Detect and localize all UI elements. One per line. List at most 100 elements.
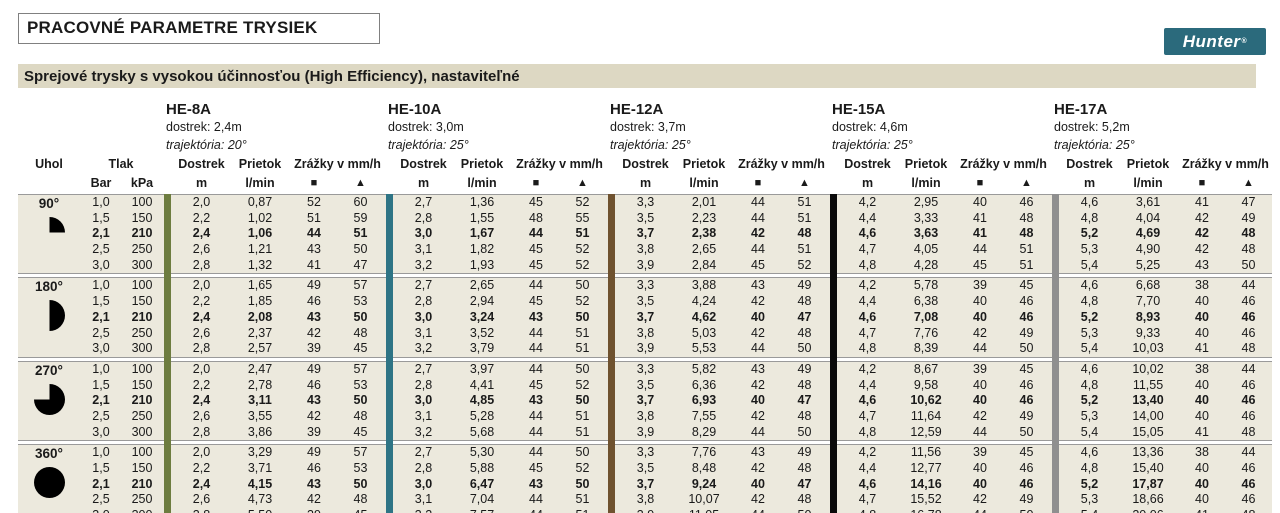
precip-triangle-value: 47	[797, 476, 812, 491]
precip-square-value: 48	[529, 210, 543, 225]
flow-value: 16,78	[895, 508, 957, 513]
range-value: 4,8	[1080, 294, 1099, 309]
precip-square-value: 42	[973, 325, 987, 340]
flow-value: 13,36	[1132, 445, 1164, 460]
range-value: 5,3	[1080, 242, 1099, 257]
flow-value: 1,06	[247, 226, 273, 241]
range-value: 2,0	[192, 361, 211, 376]
angle-section: 90° 1,0 100 2,0 0,87 52 60 2,7 1,36 45 52 3,3 2,01 44…	[18, 194, 1272, 275]
precip-triangle-value: 48	[797, 226, 812, 241]
flow-value: 11,05	[673, 508, 735, 513]
nozzle-separator-bar	[830, 194, 837, 513]
flow-value: 8,39	[913, 341, 939, 356]
nozzle-range: dostrek: 3,0m	[388, 120, 464, 134]
range-value: 2,8	[174, 508, 229, 513]
range-value: 2,0	[192, 445, 211, 460]
lmin-unit-label: l/min	[689, 176, 719, 190]
precip-triangle-value: 46	[1241, 476, 1256, 491]
range-value: 2,8	[414, 461, 433, 475]
precip-square-value: 49	[307, 445, 321, 460]
range-value: 4,6	[1080, 278, 1099, 293]
precip-triangle-value: 47	[797, 393, 812, 408]
precip-square-value: 40	[1195, 408, 1209, 423]
pressure-bar-value: 1,5	[92, 377, 110, 392]
hunter-logo: Hunter ®	[1164, 28, 1266, 55]
angle-section: 180° 1,0 100 2,0 1,65 49 57 2,7 2,65 44 50 3,3 3,88 4…	[18, 277, 1272, 358]
flow-value: 10,07	[688, 492, 720, 507]
flow-value: 3,88	[691, 278, 717, 293]
precip-square-value: 43	[307, 393, 321, 408]
range-value: 4,8	[858, 257, 877, 272]
precip-square-value: 45	[529, 242, 543, 257]
range-value: 4,6	[1080, 195, 1099, 209]
precip-square-value: 45	[529, 195, 543, 209]
angle-three-quarter-icon	[33, 383, 65, 415]
range-value: 3,2	[414, 257, 433, 272]
range-value: 2,2	[192, 461, 211, 475]
flow-value: 4,90	[1135, 242, 1161, 257]
flow-value: 1,55	[469, 210, 495, 225]
precip-square-value: 42	[751, 408, 765, 423]
square-icon: ■	[976, 177, 984, 189]
flow-value: 5,88	[469, 461, 495, 475]
precip-column-header: Zrážky v mm/h	[738, 157, 825, 171]
precip-triangle-value: 46	[1019, 461, 1034, 475]
precip-square-value: 40	[1195, 492, 1209, 507]
nozzle-separator-bar	[1052, 194, 1059, 513]
precip-triangle-value: 47	[797, 309, 812, 324]
range-value: 3,3	[636, 445, 655, 460]
flow-value: 4,15	[247, 476, 273, 491]
precip-square-value: 41	[1195, 195, 1209, 209]
flow-value: 5,53	[691, 341, 717, 356]
range-column-header: Dostrek	[400, 157, 447, 171]
nozzle-parameters-table: HE-8A dostrek: 2,4m trajektória: 20° HE-10A…	[18, 94, 1272, 513]
precip-triangle-value: 46	[1019, 294, 1034, 309]
precip-square-value: 45	[529, 377, 543, 392]
precip-triangle-value: 50	[1019, 424, 1034, 439]
range-value: 3,7	[636, 226, 655, 241]
range-value: 4,6	[858, 309, 877, 324]
range-value: 4,2	[858, 195, 877, 209]
range-value: 2,6	[192, 492, 211, 507]
meter-unit-label: m	[195, 176, 208, 190]
flow-value: 4,41	[469, 377, 495, 392]
precip-square-value: 38	[1195, 361, 1209, 376]
flow-value: 10,02	[1132, 361, 1164, 376]
range-value: 3,8	[636, 492, 655, 507]
range-value: 2,8	[414, 294, 433, 309]
precip-triangle-value: 51	[575, 408, 590, 423]
precip-triangle-value: 45	[353, 424, 368, 439]
flow-value: 10,62	[910, 393, 942, 408]
pressure-bar-value: 1,5	[92, 294, 110, 309]
precip-triangle-value: 52	[575, 294, 590, 309]
precip-square-value: 42	[751, 294, 765, 309]
pressure-bar-value: 3,0	[92, 257, 110, 272]
precip-triangle-value: 48	[353, 325, 368, 340]
angle-quarter-icon	[33, 217, 65, 248]
flow-value: 18,66	[1132, 492, 1164, 507]
precip-triangle-value: 44	[1241, 361, 1256, 376]
precip-column-header: Zrážky v mm/h	[960, 157, 1047, 171]
range-value: 3,0	[414, 476, 433, 491]
precip-triangle-value: 45	[1019, 361, 1034, 376]
precip-triangle-value: 45	[337, 508, 384, 513]
square-icon: ■	[310, 177, 318, 189]
meter-unit-label: m	[861, 176, 874, 190]
range-value: 2,8	[192, 257, 211, 272]
precip-column-header: Zrážky v mm/h	[516, 157, 603, 171]
precip-triangle-value: 51	[575, 492, 590, 507]
range-value: 3,5	[636, 294, 655, 309]
flow-value: 2,47	[247, 361, 273, 376]
nozzle-trajectory: trajektória: 20°	[166, 138, 247, 152]
section-subtitle: Sprejové trysky s vysokou účinnosťou (Hi…	[18, 64, 1256, 88]
precip-square-value: 40	[1195, 325, 1209, 340]
precip-triangle-value: 48	[1241, 424, 1256, 439]
flow-value: 7,76	[913, 325, 939, 340]
lmin-unit-label: l/min	[911, 176, 941, 190]
precip-square-value: 43	[751, 278, 765, 293]
precip-square-value: 40	[751, 393, 765, 408]
flow-value: 7,76	[691, 445, 717, 460]
flow-value: 9,33	[1135, 325, 1161, 340]
pressure-bar-value: 2,1	[92, 226, 110, 241]
flow-value: 8,48	[691, 461, 717, 475]
